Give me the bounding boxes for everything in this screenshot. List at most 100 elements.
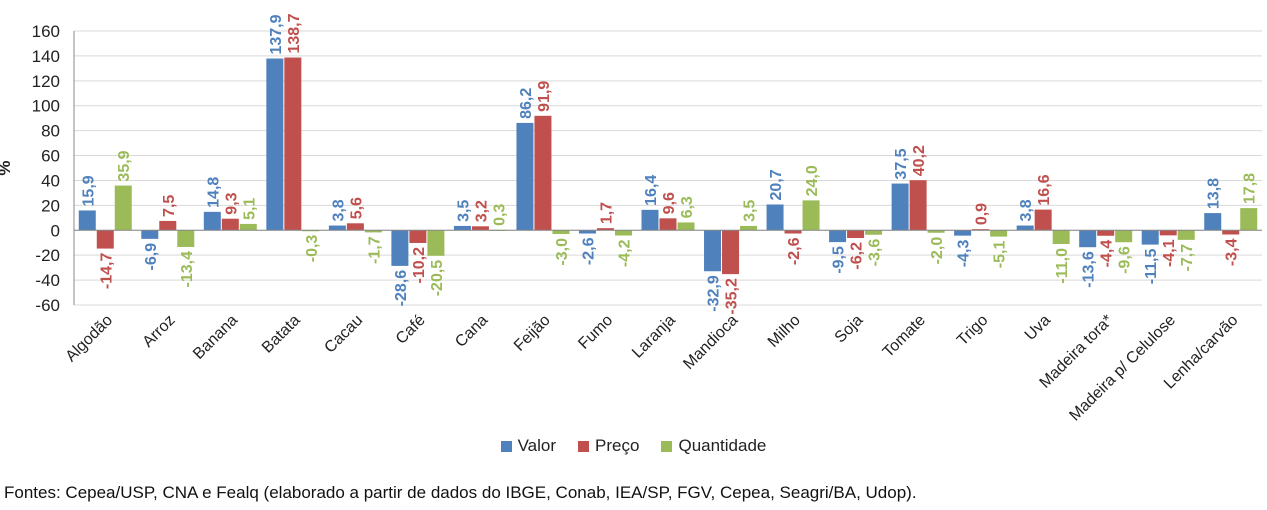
bar-valor-5 <box>391 230 409 266</box>
x-tick-label: Batata <box>259 312 304 357</box>
x-tick-label: Madeira p/ Celulose <box>1066 312 1179 425</box>
data-label: -4,1 <box>1161 239 1178 267</box>
x-tick-label: Tomate <box>880 312 929 361</box>
data-label: -3,6 <box>867 239 884 267</box>
data-label: -2,6 <box>580 237 597 265</box>
data-label: -4,2 <box>616 239 633 267</box>
legend: Valor Preço Quantidade <box>0 436 1267 456</box>
x-tick-label: Arroz <box>140 312 179 351</box>
bar-preo-3 <box>284 57 302 231</box>
bar-valor-14 <box>954 230 972 236</box>
data-label: 17,8 <box>1242 173 1259 204</box>
data-label: 9,3 <box>223 192 240 214</box>
bar-valor-18 <box>1204 213 1222 231</box>
data-label: 3,8 <box>1018 199 1035 221</box>
bar-quantidade-9 <box>677 222 695 231</box>
bar-quantidade-16 <box>1115 230 1133 243</box>
data-label: -0,3 <box>304 235 321 263</box>
data-label: 3,5 <box>742 200 759 222</box>
x-tick-label: Laranja <box>629 312 679 362</box>
bar-valor-11 <box>766 204 784 231</box>
data-label: -3,0 <box>554 238 571 266</box>
data-label: 13,8 <box>1206 178 1223 209</box>
bar-quantidade-14 <box>990 230 1008 237</box>
x-tick-label: Cana <box>452 312 491 351</box>
data-label: -20,5 <box>429 260 446 297</box>
data-label: -14,7 <box>98 252 115 289</box>
data-label: 37,5 <box>893 148 910 179</box>
bar-quantidade-18 <box>1240 208 1258 231</box>
bar-quantidade-13 <box>927 230 945 233</box>
bar-valor-8 <box>578 230 596 234</box>
x-tick-label: Fumo <box>575 312 616 353</box>
bar-preo-8 <box>596 228 614 231</box>
data-label: 24,0 <box>804 165 821 196</box>
data-label: -35,2 <box>724 278 741 315</box>
data-label: 15,9 <box>80 175 97 206</box>
source-footnote: Fontes: Cepea/USP, CNA e Fealq (elaborad… <box>4 483 917 502</box>
data-label: -6,9 <box>143 243 160 271</box>
bar-valor-3 <box>266 58 284 231</box>
data-label: -9,6 <box>1117 246 1134 274</box>
x-tick-label: Banana <box>190 312 241 363</box>
bar-quantidade-17 <box>1177 230 1195 240</box>
data-label: 35,9 <box>116 150 133 181</box>
data-label: 16,6 <box>1036 174 1053 205</box>
y-tick-label: 0 <box>51 221 60 240</box>
data-label: -11,5 <box>1143 249 1160 285</box>
bar-quantidade-4 <box>364 230 382 233</box>
bar-valor-7 <box>516 122 534 231</box>
bar-quantidade-0 <box>114 185 132 231</box>
bar-preo-16 <box>1097 230 1115 236</box>
bar-valor-4 <box>328 225 346 231</box>
data-label: 91,9 <box>536 81 553 112</box>
bar-preo-14 <box>972 229 990 231</box>
bar-preo-1 <box>159 220 177 231</box>
data-label: 3,5 <box>455 200 472 222</box>
bar-valor-9 <box>641 209 659 231</box>
data-label: -4,4 <box>1099 240 1116 268</box>
bar-preo-10 <box>722 230 740 275</box>
data-label: -28,6 <box>393 270 410 307</box>
bar-preo-9 <box>659 218 677 231</box>
data-label: -2,6 <box>786 237 803 265</box>
data-label: -7,7 <box>1179 244 1196 272</box>
bar-preo-6 <box>471 226 489 231</box>
bar-preo-18 <box>1222 230 1240 235</box>
y-tick-label: 20 <box>41 196 60 215</box>
data-label: -13,4 <box>179 251 196 288</box>
bar-valor-6 <box>453 225 471 231</box>
bar-preo-11 <box>784 230 802 234</box>
bar-preo-13 <box>909 180 927 231</box>
x-tick-label: Algodão <box>63 312 117 366</box>
x-tick-label: Café <box>393 312 429 348</box>
legend-swatch-valor <box>500 440 512 452</box>
data-label: -11,0 <box>1054 248 1071 284</box>
data-label: 14,8 <box>205 177 222 208</box>
data-label: -6,2 <box>849 242 866 270</box>
data-label: -5,1 <box>992 241 1009 269</box>
bar-quantidade-15 <box>1052 230 1070 244</box>
legend-item-valor: Valor <box>500 436 556 456</box>
x-tick-label: Uva <box>1022 312 1054 344</box>
bar-preo-5 <box>409 230 427 243</box>
bar-quantidade-5 <box>427 230 445 256</box>
bar-quantidade-10 <box>740 225 758 231</box>
bar-preo-2 <box>221 218 239 231</box>
data-label: -9,5 <box>831 246 848 274</box>
data-label: -4,3 <box>956 240 973 268</box>
data-labels: 15,9 -14,7 35,9 -6,9 7,5 -13,4 14,8 9,3 5,1 137,9… <box>80 13 1258 314</box>
bar-preo-7 <box>534 115 552 231</box>
data-label: 0,3 <box>491 204 508 226</box>
bar-quantidade-1 <box>177 230 195 247</box>
data-label: 138,7 <box>286 13 303 53</box>
y-tick-label: 80 <box>41 122 60 141</box>
data-label: 5,6 <box>348 197 365 219</box>
y-tick-label: 60 <box>41 147 60 166</box>
y-tick-label: -40 <box>35 271 60 290</box>
x-tick-label: Cacau <box>321 312 366 357</box>
legend-label-quantidade: Quantidade <box>678 436 767 455</box>
legend-item-preco: Preço <box>578 436 639 456</box>
data-label: 0,9 <box>974 203 991 225</box>
data-label: 86,2 <box>518 88 535 119</box>
